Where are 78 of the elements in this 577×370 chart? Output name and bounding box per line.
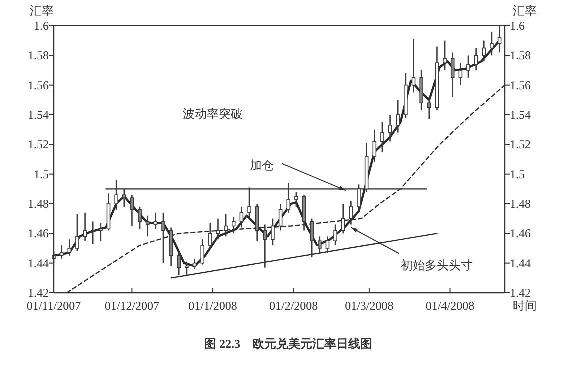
candlestick	[357, 184, 361, 211]
candlestick	[474, 48, 478, 72]
y2-tick-label: 1.52	[510, 138, 531, 152]
x-tick-label: 01/11/2007	[26, 299, 82, 313]
candlestick	[208, 222, 212, 250]
y2-tick-label: 1.44	[510, 256, 531, 270]
candlestick	[255, 203, 260, 242]
x-axis-title: 时间	[513, 299, 537, 313]
y-tick-label: 1.42	[28, 286, 49, 300]
candlestick	[177, 252, 182, 276]
candlestick	[162, 212, 166, 264]
x-tick-label: 01/12/2007	[104, 299, 160, 313]
text: 图 22.3 欧元兑美元汇率日线图	[204, 337, 372, 351]
candlestick	[443, 40, 447, 72]
candlestick	[114, 180, 118, 211]
y2-tick-label: 1.42	[510, 286, 531, 300]
y-tick-label: 1.56	[28, 78, 49, 92]
y2-tick-label: 1.54	[510, 108, 531, 122]
annotation: 加仓	[250, 158, 274, 173]
y2-tick-label: 1.46	[510, 226, 531, 241]
candlestick	[83, 212, 88, 242]
candlestick	[450, 52, 455, 98]
candlestick	[428, 96, 432, 120]
candlestick	[68, 238, 72, 257]
candlestick	[200, 238, 204, 266]
candlestick	[396, 100, 400, 134]
y2-tick-label: 1.6	[510, 19, 525, 33]
candlestick	[130, 194, 134, 227]
y2-tick-label: 1.56	[510, 78, 531, 92]
candlestick	[240, 206, 244, 228]
candlestick	[99, 222, 103, 242]
candlestick	[271, 218, 275, 246]
candlestick	[349, 200, 354, 226]
candlestick	[122, 188, 126, 208]
y2-tick-label: 1.5	[510, 167, 525, 182]
candlestick	[372, 129, 377, 164]
x-tick-label: 01/2/2008	[270, 299, 318, 313]
candlestick	[380, 122, 384, 153]
candlestick	[224, 214, 228, 238]
candlestick	[466, 55, 470, 79]
y-tick-label: 1.48	[28, 197, 49, 211]
x-tick-label: 01/1/2008	[188, 299, 238, 313]
y-tick-label: 1.52	[28, 138, 49, 152]
candlestick	[60, 244, 64, 260]
candlestick	[341, 203, 346, 234]
candlestick	[263, 224, 268, 268]
y2-tick-label: 1.48	[510, 197, 531, 211]
candlestick	[91, 221, 96, 245]
candlestick	[294, 191, 298, 208]
x-tick-label: 01/4/2008	[426, 299, 475, 313]
y-tick-label: 1.58	[28, 48, 49, 63]
y-tick-label: 1.54	[28, 108, 49, 122]
y2-axis-title: 汇率	[513, 4, 537, 18]
candlestick	[286, 182, 291, 214]
candlestick	[278, 203, 283, 232]
y-tick-label: 1.44	[28, 256, 49, 270]
candlestick	[458, 62, 463, 86]
x-tick-label: 01/3/2008	[345, 299, 394, 313]
candlestick	[185, 261, 189, 276]
y-tick-label: 1.5	[34, 167, 49, 182]
annotation: 初始多头头寸	[401, 258, 474, 273]
candlestick	[334, 224, 338, 246]
candlestick	[138, 206, 142, 230]
candlestick	[76, 214, 80, 252]
y2-tick-label: 1.58	[510, 48, 531, 63]
candlestick	[326, 236, 330, 254]
candlestick	[232, 216, 236, 234]
candlestick	[318, 236, 322, 256]
candlestick	[248, 187, 252, 220]
candlestick	[310, 218, 314, 258]
candlestick	[412, 38, 416, 94]
candlestick	[388, 114, 392, 142]
y-tick-label: 1.6	[34, 19, 49, 33]
y-axis-title: 汇率	[30, 4, 54, 18]
candlestick	[490, 31, 494, 56]
candlestick	[482, 40, 486, 62]
annotation: 波动率突破	[183, 107, 243, 121]
y-tick-label: 1.46	[28, 226, 49, 241]
